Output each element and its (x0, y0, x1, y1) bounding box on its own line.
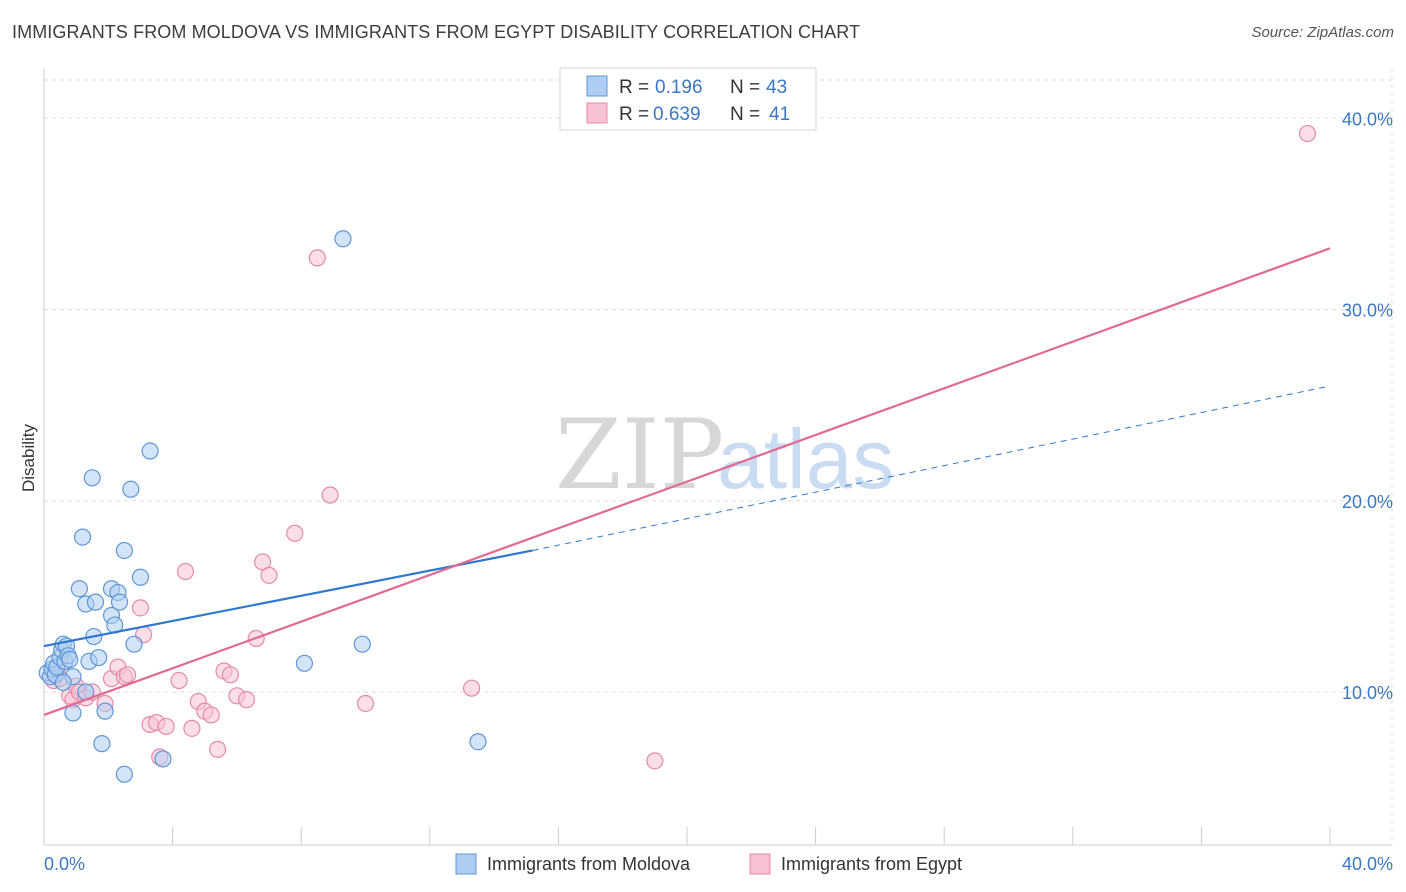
moldova-point (61, 650, 79, 669)
legend-n-label-egypt: N = (730, 104, 760, 125)
moldova-point (115, 765, 133, 783)
egypt-point (118, 666, 137, 684)
y-tick-label: 30.0% (1342, 301, 1393, 321)
moldova-point (469, 733, 487, 751)
egypt-point (1298, 124, 1317, 143)
chart-title: IMMIGRANTS FROM MOLDOVA VS IMMIGRANTS FR… (12, 22, 861, 42)
egypt-point (183, 719, 201, 737)
moldova-point (90, 648, 108, 667)
watermark: ZIP atlas (555, 399, 894, 511)
moldova-point (83, 469, 101, 487)
bottom-legend-swatch-moldova (455, 853, 477, 875)
y-axis-label: Disability (19, 423, 38, 492)
x-tick-label-left: 0.0% (44, 854, 85, 874)
moldova-point (110, 593, 129, 611)
egypt-point (176, 562, 195, 581)
egypt-point (170, 671, 188, 690)
egypt-point (157, 717, 175, 736)
legend-r-value-egypt: 0.639 (653, 104, 701, 125)
moldova-point (96, 702, 114, 720)
legend-swatch-moldova (586, 75, 608, 97)
bottom-legend-label-egypt: Immigrants from Egypt (781, 854, 962, 874)
bottom-legend-label-moldova: Immigrants from Moldova (487, 854, 691, 874)
legend-n-value-moldova: 43 (766, 77, 787, 98)
moldova-point (353, 635, 371, 653)
egypt-point (462, 679, 481, 697)
bottom-legend-swatch-egypt (749, 853, 771, 875)
legend-swatch-egypt (586, 102, 608, 124)
stats-legend: R = 0.196 N = 43 R = 0.639 N = 41 (559, 67, 817, 131)
moldova-point (115, 541, 133, 560)
egypt-point (237, 691, 256, 709)
egypt-point (286, 524, 304, 542)
moldova-trend-extension (532, 385, 1331, 551)
egypt-point (308, 249, 326, 267)
egypt-point (209, 740, 227, 758)
moldova-point (54, 673, 72, 692)
egypt-point (356, 694, 375, 713)
egypt-point (202, 706, 220, 724)
egypt-point (646, 752, 664, 770)
egypt-point (131, 599, 150, 617)
moldova-point (141, 442, 159, 460)
moldova-point (295, 654, 314, 672)
moldova-point (125, 635, 143, 653)
egypt-point (221, 666, 240, 684)
x-tick-label-right: 40.0% (1342, 854, 1393, 874)
y-tick-label: 10.0% (1342, 683, 1393, 703)
trend-lines (43, 247, 1331, 716)
egypt-trend-line (43, 247, 1331, 716)
moldova-point (334, 230, 352, 248)
grid-lines (44, 68, 1393, 845)
legend-n-label-moldova: N = (730, 77, 760, 98)
data-points (38, 124, 1317, 783)
egypt-point (260, 566, 278, 584)
axes (43, 68, 1392, 846)
moldova-point (154, 750, 172, 768)
y-tick-label: 20.0% (1342, 492, 1393, 512)
moldova-point (73, 528, 92, 546)
moldova-point (131, 568, 150, 586)
moldova-point (70, 580, 88, 598)
legend-r-label-moldova: R = (619, 77, 649, 98)
legend-n-value-egypt: 41 (769, 104, 790, 125)
watermark-zip: ZIP (555, 399, 724, 511)
egypt-point (321, 486, 339, 504)
legend-r-value-moldova: 0.196 (655, 77, 703, 98)
series-legend: Immigrants from Moldova Immigrants from … (455, 853, 962, 875)
watermark-atlas: atlas (717, 412, 894, 506)
source-label: Source: ZipAtlas.com (1251, 24, 1394, 41)
moldova-point (86, 593, 105, 611)
moldova-point (93, 735, 111, 753)
tick-labels: 10.0% 20.0% 30.0% 40.0% 0.0% 40.0% (44, 109, 1393, 874)
y-tick-label: 40.0% (1342, 109, 1393, 129)
moldova-point (122, 480, 140, 498)
legend-r-label-egypt: R = (619, 104, 649, 125)
